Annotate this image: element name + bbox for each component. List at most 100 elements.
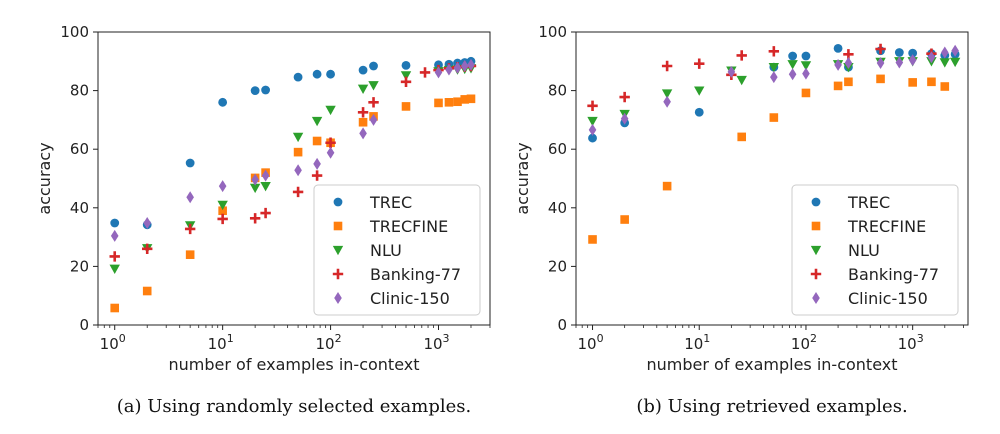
point-clinic-150 [110, 229, 119, 242]
point-nlu [787, 60, 798, 70]
y-tick-label: 0 [79, 316, 89, 334]
point-trecfine [453, 97, 462, 107]
point-nlu [800, 61, 812, 71]
legend-label-trec: TREC [847, 193, 890, 212]
point-clinic-150 [834, 58, 842, 71]
point-trec [894, 48, 904, 57]
point-clinic-150 [186, 191, 194, 204]
y-tick-label: 40 [548, 199, 567, 217]
y-axis-label: accuracy [513, 142, 532, 214]
point-trecfine [876, 74, 885, 84]
point-nlu [292, 132, 304, 143]
point-banking-77 [109, 251, 120, 262]
point-trec [801, 51, 811, 61]
legend-box [791, 184, 959, 316]
point-banking-77 [619, 91, 630, 103]
legend-marker-banking-77 [332, 268, 344, 280]
x-tick-label: 101 [684, 332, 710, 353]
point-clinic-150 [261, 169, 270, 182]
point-trec [110, 218, 120, 228]
point-banking-77 [587, 100, 598, 112]
point-trecfine [293, 147, 303, 157]
legend-label-clinic-150: Clinic-150 [848, 289, 928, 308]
point-banking-77 [260, 207, 271, 219]
point-clinic-150 [460, 59, 469, 72]
point-nlu [217, 200, 228, 211]
point-trec [312, 69, 322, 79]
point-nlu [768, 63, 780, 73]
point-banking-77 [661, 60, 673, 72]
legend-marker-trecfine [811, 221, 821, 231]
y-tick-label: 20 [70, 257, 89, 275]
point-banking-77 [325, 137, 336, 148]
plot-frame [575, 31, 969, 326]
point-clinic-150 [251, 173, 259, 186]
series-trecfine [588, 74, 950, 244]
point-clinic-150 [770, 71, 778, 84]
point-clinic-150 [453, 61, 462, 74]
plot-frame [97, 31, 491, 326]
point-trec [326, 69, 335, 79]
point-clinic-150 [588, 123, 597, 136]
point-banking-77 [184, 223, 196, 235]
point-banking-77 [217, 213, 228, 225]
y-tick-label: 80 [70, 82, 89, 100]
caption: (a) Using randomly selected examples. [117, 396, 472, 417]
point-clinic-150 [359, 127, 367, 140]
point-trecfine [662, 181, 672, 191]
point-nlu [587, 116, 598, 127]
point-clinic-150 [802, 67, 810, 80]
point-nlu [694, 86, 705, 96]
point-nlu [368, 81, 379, 91]
point-trec [694, 107, 704, 117]
x-tick-label: 102 [316, 332, 342, 353]
y-axis-label: accuracy [35, 142, 54, 214]
x-tick-label: 102 [791, 332, 817, 353]
x-tick-label: 100 [577, 332, 603, 353]
legend: TREC TRECFINE NLU Banking-77 Clinic-150 [791, 184, 959, 316]
x-tick-label: 101 [208, 332, 234, 353]
y-tick-label: 80 [548, 82, 567, 100]
point-clinic-150 [663, 95, 671, 108]
legend-marker-banking-77 [810, 268, 822, 280]
point-clinic-150 [844, 57, 853, 70]
point-trecfine [940, 82, 950, 91]
legend-label-nlu: NLU [848, 241, 880, 260]
point-trec [833, 44, 843, 53]
legend-marker-trecfine [333, 221, 343, 231]
point-trecfine [444, 98, 454, 107]
point-banking-77 [357, 107, 369, 118]
legend-label-clinic-150: Clinic-150 [370, 289, 450, 308]
point-banking-77 [875, 43, 886, 55]
point-nlu [939, 58, 950, 68]
point-trecfine [833, 81, 843, 91]
point-banking-77 [249, 213, 261, 224]
point-trec [218, 97, 228, 107]
point-trecfine [185, 250, 195, 259]
point-trecfine [460, 95, 470, 104]
point-clinic-150 [788, 68, 797, 81]
point-clinic-150 [620, 112, 629, 125]
point-trec [185, 158, 195, 168]
point-banking-77 [419, 67, 431, 78]
point-banking-77 [142, 243, 153, 255]
point-nlu [325, 105, 336, 116]
point-nlu [311, 116, 323, 127]
y-tick-label: 0 [557, 316, 567, 334]
point-banking-77 [694, 58, 705, 69]
point-clinic-150 [313, 157, 321, 170]
caption: (b) Using retrieved examples. [636, 396, 907, 417]
point-trec [401, 61, 411, 70]
point-trecfine [358, 117, 368, 127]
legend-label-trec: TREC [369, 193, 412, 212]
point-nlu [400, 71, 412, 81]
y-tick-label: 20 [548, 257, 567, 275]
point-nlu [736, 75, 747, 86]
point-trecfine [110, 303, 120, 313]
legend-marker-trec [811, 197, 821, 207]
series-trec [588, 44, 960, 143]
point-banking-77 [368, 97, 379, 108]
point-trecfine [588, 235, 597, 244]
